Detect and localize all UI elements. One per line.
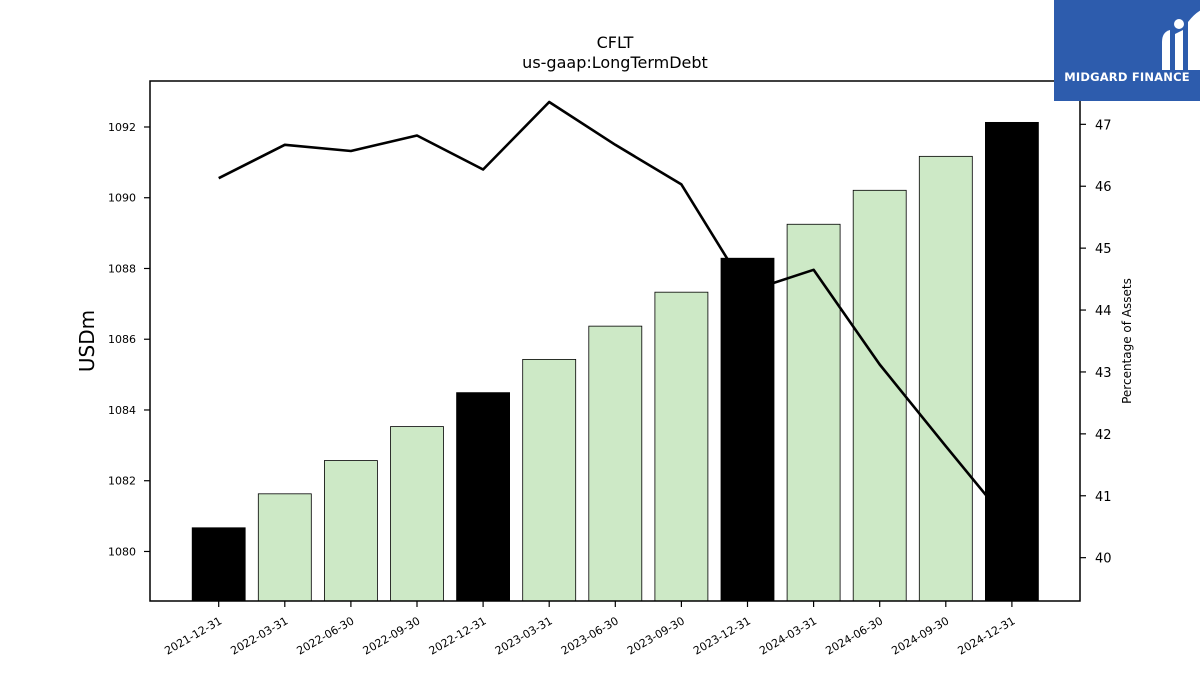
bar-2024-03-31 bbox=[786, 223, 841, 602]
bar-2023-09-30 bbox=[654, 291, 709, 602]
y2-tick-label-46: 46 bbox=[1095, 180, 1112, 195]
logo-mark-icon bbox=[1162, 10, 1200, 70]
bar-2023-06-30 bbox=[588, 325, 643, 602]
y-tick-label-1080: 1080 bbox=[108, 545, 136, 558]
y-tick-label-1092: 1092 bbox=[108, 121, 136, 134]
y2-tick-label-43: 43 bbox=[1095, 366, 1112, 381]
bar-2022-06-30 bbox=[323, 460, 378, 602]
y2-tick-label-41: 41 bbox=[1095, 490, 1112, 505]
bar-2024-09-30 bbox=[918, 155, 973, 602]
left-axis: 1080 1082 1084 1086 1088 1090 1092 bbox=[108, 121, 150, 558]
y-tick-label-1086: 1086 bbox=[108, 333, 136, 346]
y-tick-label-1082: 1082 bbox=[108, 475, 136, 488]
chart-title: CFLT bbox=[597, 33, 634, 52]
bar-2022-12-31 bbox=[456, 392, 511, 602]
x-tick-label-2022-03-31: 2022-03-31 bbox=[228, 614, 290, 657]
x-tick-label-2024-03-31: 2024-03-31 bbox=[757, 614, 819, 657]
line-layer bbox=[218, 100, 1013, 528]
bar-2024-06-30 bbox=[852, 189, 907, 602]
bars-layer bbox=[191, 121, 1039, 602]
right-axis: 40 41 42 43 44 45 46 47 bbox=[1080, 118, 1112, 567]
bar-2022-09-30 bbox=[390, 426, 444, 602]
bar-2021-12-31 bbox=[191, 527, 246, 602]
x-tick-label-2024-09-30: 2024-09-30 bbox=[889, 614, 951, 657]
y-tick-label-1084: 1084 bbox=[108, 404, 136, 417]
bar-2024-12-31 bbox=[985, 121, 1039, 602]
x-tick-label-2024-12-31: 2024-12-31 bbox=[956, 614, 1018, 657]
y2-tick-label-44: 44 bbox=[1095, 304, 1112, 319]
bar-2022-03-31 bbox=[257, 493, 312, 602]
x-tick-label-2023-03-31: 2023-03-31 bbox=[493, 614, 555, 657]
bar-2023-12-31 bbox=[720, 257, 775, 602]
x-tick-label-2021-12-31: 2021-12-31 bbox=[162, 614, 224, 657]
x-tick-label-2023-12-31: 2023-12-31 bbox=[691, 614, 753, 657]
midgard-finance-logo: MIDGARD FINANCE bbox=[1054, 0, 1200, 101]
logo-text: MIDGARD FINANCE bbox=[1064, 70, 1190, 84]
x-tick-label-2024-06-30: 2024-06-30 bbox=[823, 614, 885, 657]
y2-axis-label: Percentage of Assets bbox=[1120, 278, 1134, 404]
x-tick-label-2022-09-30: 2022-09-30 bbox=[361, 614, 423, 657]
chart-subtitle: us-gaap:LongTermDebt bbox=[522, 53, 708, 72]
x-tick-label-2023-06-30: 2023-06-30 bbox=[559, 614, 621, 657]
y2-tick-label-47: 47 bbox=[1095, 118, 1112, 133]
y-axis-label: USDm bbox=[75, 310, 99, 372]
bar-2023-03-31 bbox=[522, 358, 577, 602]
y-tick-label-1090: 1090 bbox=[108, 192, 136, 205]
x-tick-label-2022-06-30: 2022-06-30 bbox=[295, 614, 357, 657]
y2-tick-label-42: 42 bbox=[1095, 428, 1112, 443]
y2-tick-label-45: 45 bbox=[1095, 242, 1112, 257]
x-tick-label-2023-09-30: 2023-09-30 bbox=[625, 614, 687, 657]
x-tick-label-2022-12-31: 2022-12-31 bbox=[427, 614, 489, 657]
y2-tick-label-40: 40 bbox=[1095, 552, 1112, 567]
y-tick-label-1088: 1088 bbox=[108, 262, 136, 275]
x-axis: 2021-12-31 2022-03-31 2022-06-30 2022-09-30… bbox=[162, 601, 1017, 658]
